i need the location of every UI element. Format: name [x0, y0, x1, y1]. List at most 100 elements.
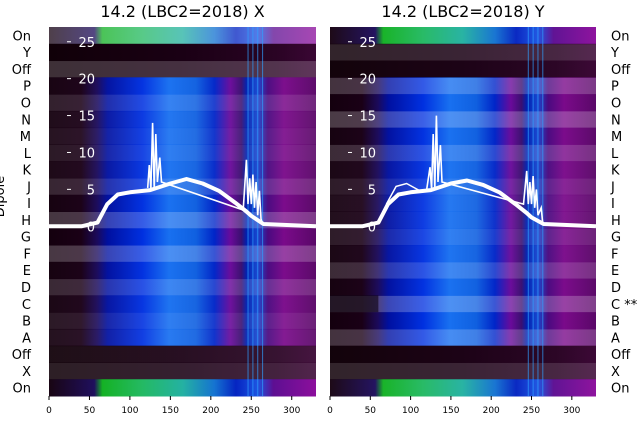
heatmap-row	[330, 60, 596, 78]
panel-title: 14.2 (LBC2=2018) X	[100, 2, 264, 21]
y-tick-label: 10	[359, 146, 376, 161]
heatmap-row	[330, 77, 596, 95]
row-label: C	[22, 298, 31, 313]
x-tick-label: 300	[283, 406, 300, 416]
heatmap-row	[330, 312, 596, 330]
row-label: A	[22, 331, 31, 346]
x-tick-label: 0	[327, 406, 333, 416]
row-label: X	[611, 365, 620, 380]
heatmap-row	[330, 245, 596, 263]
heatmap-row	[330, 345, 596, 363]
heatmap-row	[330, 144, 596, 162]
row-label: E	[611, 264, 619, 279]
x-tick-label: 150	[162, 406, 179, 416]
heatmap-row	[330, 27, 596, 45]
row-label: F	[24, 247, 31, 262]
heatmap-row	[49, 261, 316, 280]
overlay-trace-thick	[49, 177, 317, 229]
row-label: H	[21, 214, 31, 229]
heatmap-row	[330, 261, 596, 280]
heatmap-row	[330, 295, 596, 313]
row-label: N	[611, 113, 621, 128]
x-tick-label: 100	[121, 406, 138, 416]
heatmap-row	[49, 60, 316, 78]
row-label: On	[611, 382, 629, 397]
x-tick-label: 300	[563, 406, 580, 416]
heatmap-row	[330, 194, 596, 212]
row-label: D	[21, 281, 31, 296]
x-tick-label: 100	[402, 406, 419, 416]
row-label: On	[13, 382, 31, 397]
heatmap-row	[330, 228, 596, 246]
row-label: O	[611, 96, 621, 111]
row-label: On	[611, 29, 629, 44]
row-label: H	[611, 214, 621, 229]
row-label: Off	[12, 348, 32, 363]
row-label: Off	[611, 348, 631, 363]
heatmap-row	[49, 312, 316, 330]
heatmap-row	[49, 127, 316, 145]
y-tick-label: 5	[87, 183, 95, 198]
row-label: K	[22, 164, 31, 179]
heatmap-row	[330, 362, 596, 380]
row-label: M	[611, 130, 622, 145]
row-label: P	[611, 80, 619, 95]
y-tick-label: 15	[359, 110, 376, 125]
panel-title: 14.2 (LBC2=2018) Y	[381, 2, 544, 21]
overlay-trace-spikes	[425, 115, 544, 225]
heatmap-row	[49, 144, 316, 162]
heatmap-row	[49, 228, 316, 246]
heatmap-row	[330, 94, 596, 112]
row-label: N	[21, 113, 31, 128]
row-label: F	[611, 247, 618, 262]
row-label: M	[20, 130, 31, 145]
row-label: D	[611, 281, 621, 296]
x-tick-label: 50	[365, 406, 377, 416]
y-tick-label: 10	[78, 146, 95, 161]
heatmap-row	[49, 43, 316, 62]
heatmap-row	[49, 278, 316, 296]
heatmap-row	[49, 161, 316, 179]
heatmap-row	[49, 245, 316, 263]
heatmap-row	[330, 127, 596, 145]
overlay-trace-thin	[385, 182, 424, 205]
heatmap-row	[330, 379, 596, 397]
row-label: I	[611, 197, 615, 212]
x-tick-label: 50	[84, 406, 96, 416]
heatmap-row	[330, 161, 596, 179]
y-tick-label: 5	[368, 183, 376, 198]
heatmap-row	[49, 27, 316, 45]
row-label: B	[22, 315, 31, 330]
x-tick-label: 250	[523, 406, 540, 416]
row-label: Y	[610, 46, 619, 61]
heatmap-row	[49, 110, 316, 129]
x-tick-label: 0	[46, 406, 52, 416]
heatmap-row	[49, 379, 316, 397]
row-label: I	[27, 197, 31, 212]
y-tick-label: 20	[359, 73, 376, 88]
row-label: K	[611, 164, 620, 179]
heatmap-row	[330, 110, 596, 129]
x-tick-label: 150	[442, 406, 459, 416]
heatmap-row	[330, 328, 596, 347]
y-tick-label: 15	[78, 110, 95, 125]
x-tick-label: 200	[202, 406, 219, 416]
row-label: X	[22, 365, 31, 380]
row-label: A	[611, 331, 620, 346]
heatmap-row	[49, 362, 316, 380]
row-label: C **	[611, 298, 638, 313]
heatmap-row	[49, 328, 316, 347]
heatmap-row	[49, 295, 316, 313]
row-label: E	[23, 264, 31, 279]
y-tick-label: 25	[359, 36, 376, 51]
row-label: Off	[12, 63, 32, 78]
heatmap-flag-row	[330, 295, 379, 313]
row-label: B	[611, 315, 620, 330]
row-label: L	[24, 147, 32, 162]
y-tick-label: 25	[78, 36, 95, 51]
row-label: L	[611, 147, 619, 162]
y-tick-label: 20	[78, 73, 95, 88]
row-label: O	[21, 96, 31, 111]
